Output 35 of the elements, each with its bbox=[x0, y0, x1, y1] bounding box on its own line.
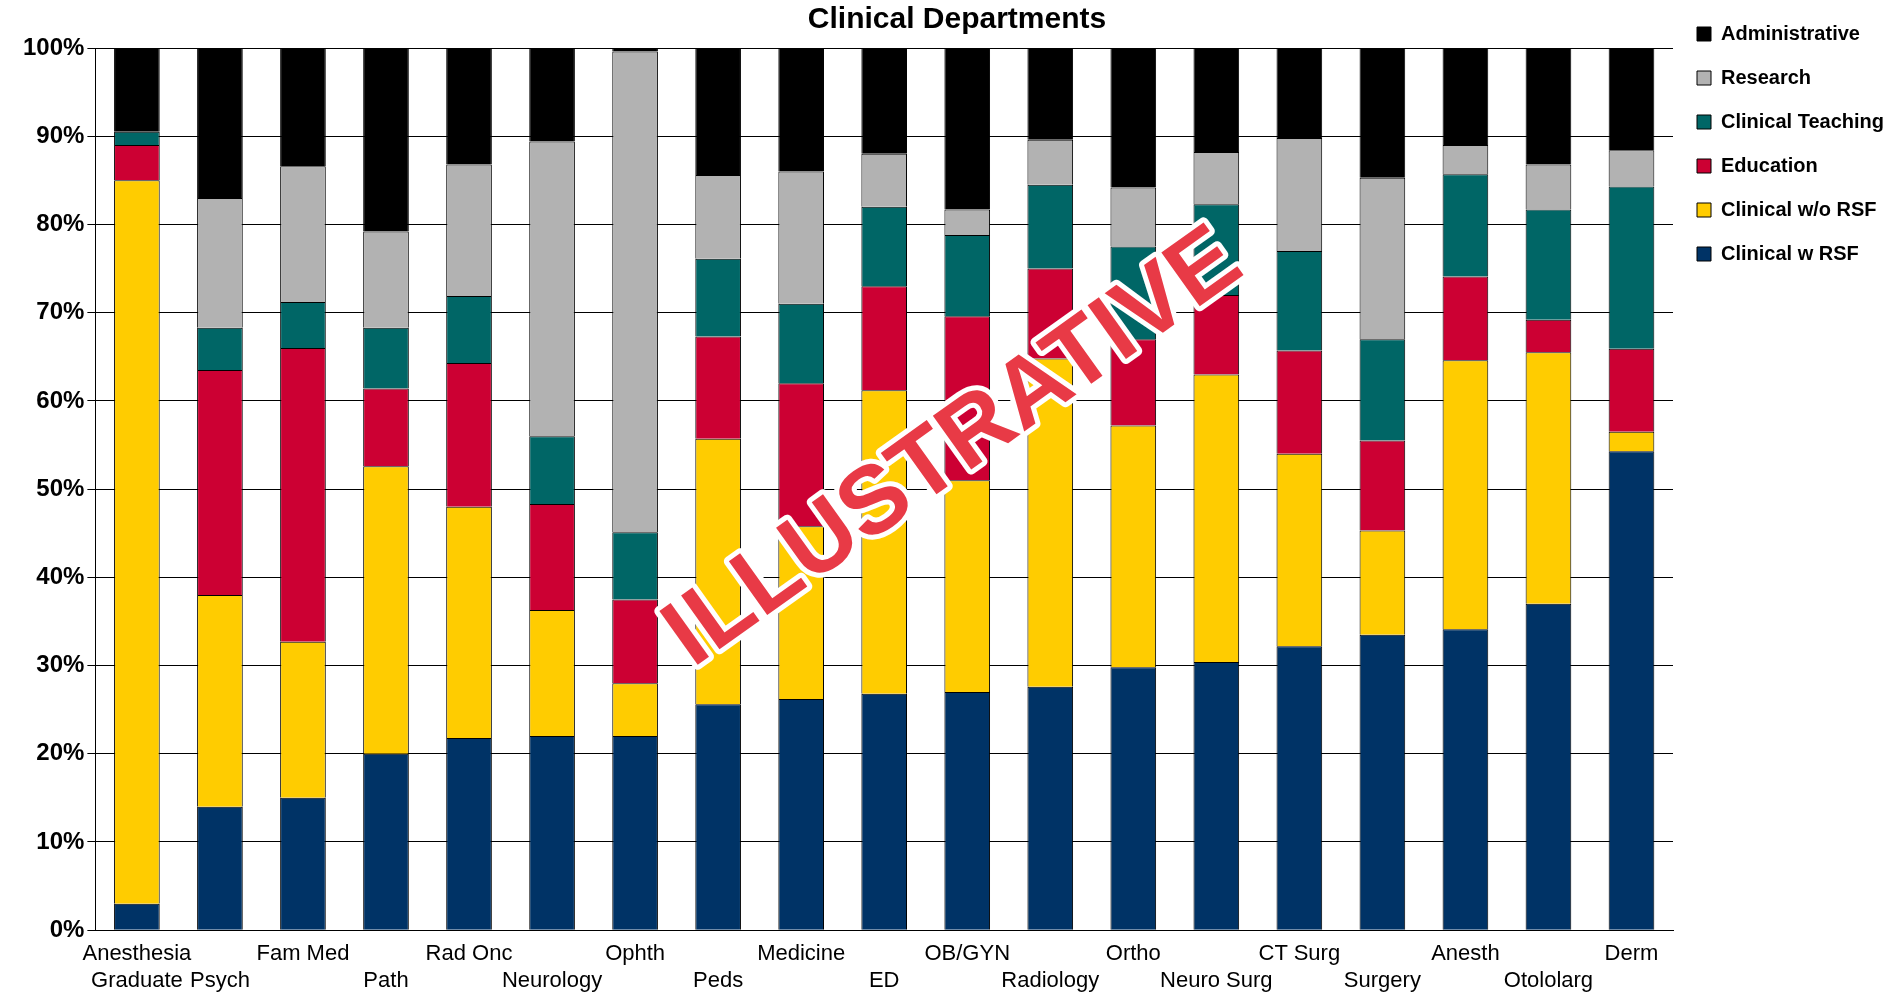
x-tick-label: Derm bbox=[1604, 940, 1659, 966]
x-tick-label: Neurology bbox=[501, 966, 603, 992]
x-tick-label: ED bbox=[868, 966, 900, 992]
y-tick-label: 60% bbox=[36, 385, 85, 413]
x-tick-label: Otololarg bbox=[1503, 966, 1594, 992]
y-tick-label: 100% bbox=[22, 32, 85, 60]
y-tick-label: 80% bbox=[36, 209, 85, 237]
chart-title: Clinical Departments bbox=[807, 1, 1107, 35]
legend-label: Clinical w/o RSF bbox=[1721, 197, 1877, 220]
y-tick-label: 50% bbox=[36, 473, 85, 501]
x-tick-label: Ophth bbox=[605, 940, 666, 966]
y-tick-label: 0% bbox=[49, 914, 85, 942]
legend-label: Administrative bbox=[1721, 21, 1860, 44]
x-tick-label: Ortho bbox=[1105, 940, 1161, 966]
x-tick-label: Medicine bbox=[757, 940, 846, 966]
y-tick-label: 40% bbox=[36, 561, 85, 589]
legend-label: Clinical Teaching bbox=[1721, 109, 1884, 132]
y-tick-label: 10% bbox=[36, 826, 85, 854]
legend-label: Research bbox=[1721, 65, 1812, 88]
x-tick-label: OB/GYN bbox=[924, 940, 1011, 966]
legend-label: Clinical w RSF bbox=[1721, 241, 1859, 264]
legend-label: Education bbox=[1721, 153, 1818, 176]
y-tick-label: 30% bbox=[36, 650, 85, 678]
y-tick-label: 70% bbox=[36, 297, 85, 325]
x-tick-label: Peds bbox=[693, 966, 744, 992]
x-tick-label: Surgery bbox=[1343, 966, 1421, 992]
y-tick-label: 20% bbox=[36, 738, 85, 766]
x-tick-label: Radiology bbox=[1001, 966, 1100, 992]
x-tick-label: Neuro Surg bbox=[1160, 966, 1273, 992]
x-tick-label: Path bbox=[363, 966, 409, 992]
x-tick-label: Anesth bbox=[1431, 940, 1500, 966]
x-tick-label: Rad Onc bbox=[425, 940, 513, 966]
y-tick-label: 90% bbox=[36, 120, 85, 148]
x-tick-label: CT Surg bbox=[1258, 940, 1341, 966]
x-tick-label: Fam Med bbox=[256, 940, 350, 966]
